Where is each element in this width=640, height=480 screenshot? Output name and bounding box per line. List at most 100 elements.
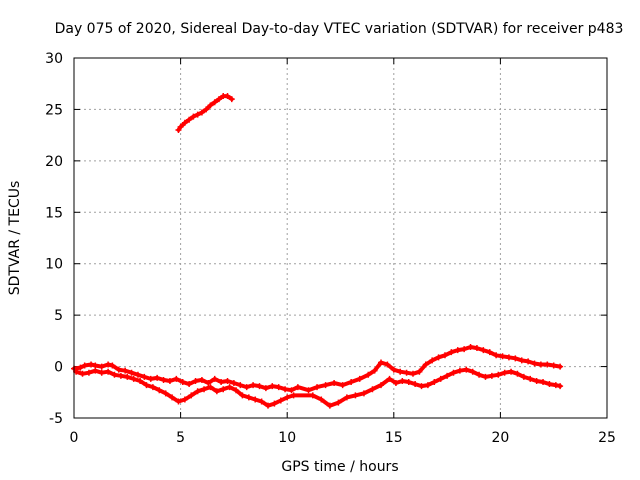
data-point: [467, 344, 474, 351]
data-point: [533, 377, 540, 384]
data-point: [207, 102, 214, 109]
data-point: [85, 369, 92, 376]
data-point: [429, 357, 436, 364]
data-point: [256, 383, 263, 390]
x-tick-label: 20: [491, 430, 509, 446]
data-point: [537, 361, 544, 368]
data-point: [488, 372, 495, 379]
data-point: [92, 362, 99, 369]
data-point: [88, 361, 95, 368]
data-point: [371, 367, 378, 374]
y-tick-label: 30: [45, 51, 63, 67]
data-point: [482, 373, 489, 380]
data-point: [527, 375, 534, 382]
data-point: [422, 361, 429, 368]
data-point: [134, 371, 141, 378]
data-point: [514, 370, 521, 377]
data-point: [81, 362, 88, 369]
data-point: [461, 346, 468, 353]
data-point: [386, 375, 393, 382]
data-point: [282, 386, 289, 393]
data-point: [211, 375, 218, 382]
data-point: [397, 368, 404, 375]
y-tick-label: 10: [45, 257, 63, 273]
data-point: [77, 364, 84, 371]
data-point: [190, 113, 197, 120]
data-point: [403, 369, 410, 376]
data-point: [441, 352, 448, 359]
data-point: [544, 361, 551, 368]
data-point: [454, 347, 461, 354]
data-point: [392, 380, 399, 387]
y-tick-label: 20: [45, 154, 63, 170]
data-point: [269, 383, 276, 390]
y-axis-label: SDTVAR / TECUs: [7, 181, 23, 296]
data-point: [390, 366, 397, 373]
data-point: [495, 371, 502, 378]
data-point: [162, 390, 169, 397]
data-point: [192, 377, 199, 384]
data-point: [412, 381, 419, 388]
data-point: [456, 367, 463, 374]
data-point: [230, 380, 237, 387]
plot-frame: [73, 57, 608, 419]
data-point: [431, 379, 438, 385]
data-point: [147, 375, 154, 382]
x-tick-label: 25: [598, 430, 616, 446]
data-point: [444, 372, 451, 379]
x-tick-label: 5: [176, 430, 185, 446]
data-point: [314, 384, 321, 391]
data-point: [203, 106, 210, 113]
data-point: [360, 390, 367, 397]
series: [73, 366, 564, 409]
x-axis-label: GPS time / hours: [281, 459, 398, 475]
data-point: [284, 394, 291, 401]
data-point: [493, 352, 500, 359]
x-tick-label: 0: [70, 430, 79, 446]
data-point: [207, 384, 214, 391]
data-point: [352, 392, 359, 399]
data-point: [224, 377, 231, 384]
data-point: [399, 377, 406, 384]
y-tick-label: 15: [45, 205, 63, 221]
data-point: [486, 349, 493, 356]
data-point: [384, 361, 391, 368]
data-point: [205, 380, 212, 387]
data-point: [463, 366, 470, 373]
data-point: [105, 368, 112, 375]
data-point: [476, 371, 483, 378]
series: [175, 93, 235, 133]
data-point: [143, 382, 150, 389]
series-trace: [176, 94, 234, 132]
data-point: [160, 376, 167, 383]
data-point: [318, 396, 325, 403]
data-point: [226, 384, 233, 391]
data-point: [117, 372, 124, 379]
data-point: [271, 400, 278, 407]
data-point: [198, 376, 205, 383]
data-point: [416, 368, 423, 375]
data-point: [149, 384, 156, 391]
data-point: [250, 382, 257, 389]
y-tick-label: -5: [49, 411, 63, 427]
data-point: [124, 373, 131, 380]
data-point: [115, 366, 122, 373]
data-point: [239, 392, 246, 399]
data-point: [480, 347, 487, 354]
data-point: [405, 379, 412, 385]
data-point: [288, 387, 295, 394]
data-point: [130, 375, 137, 382]
data-point: [326, 402, 333, 409]
data-point: [424, 382, 431, 389]
data-point: [233, 387, 240, 394]
data-point: [322, 382, 329, 389]
data-point: [335, 399, 342, 406]
data-point: [169, 394, 176, 401]
data-point: [173, 375, 180, 382]
data-point: [508, 368, 515, 375]
data-point: [215, 96, 222, 103]
data-point: [111, 371, 118, 378]
data-point: [435, 354, 442, 361]
data-point: [505, 354, 512, 361]
series: [71, 344, 564, 394]
